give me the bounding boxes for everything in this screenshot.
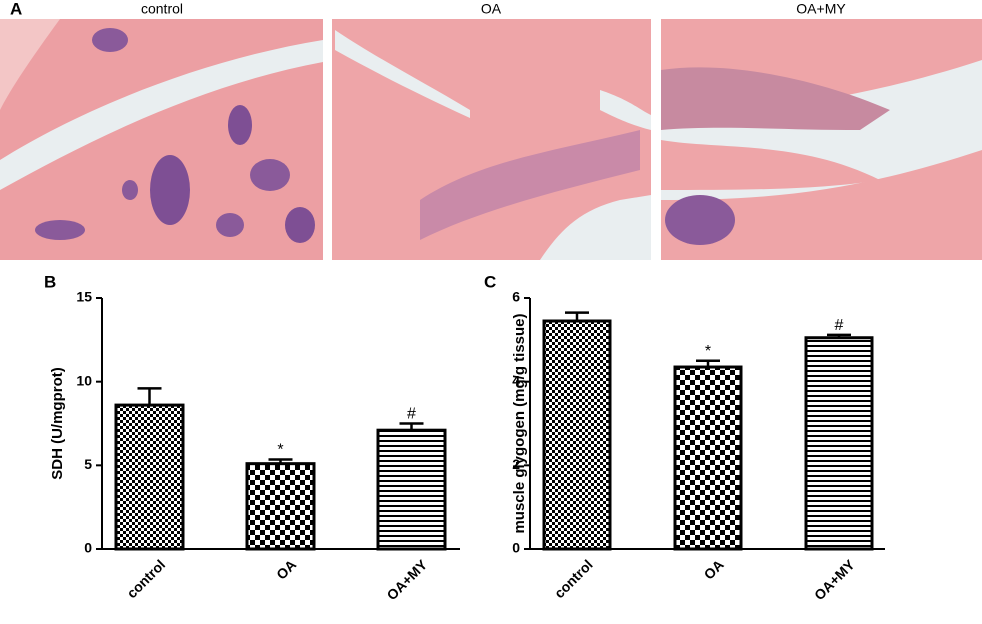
bar	[245, 462, 316, 551]
x-tick-label: OA	[273, 556, 299, 582]
histology-images	[0, 19, 982, 260]
y-tick-label: 5	[84, 456, 92, 472]
image-caption: OA	[481, 1, 502, 17]
annotation: #	[835, 317, 844, 334]
panel-label: C	[484, 272, 496, 291]
x-tick-label: OA+MY	[811, 556, 858, 603]
y-tick-label: 6	[512, 289, 520, 305]
y-tick-label: 0	[512, 540, 520, 556]
y-tick-label: 10	[76, 372, 92, 388]
panel-label: A	[10, 0, 22, 18]
y-tick-label: 4	[512, 372, 520, 388]
y-tick-label: 15	[76, 289, 92, 305]
panel-label: B	[44, 272, 56, 291]
image-caption: OA+MY	[796, 1, 846, 17]
image-oa-my	[661, 19, 982, 260]
x-tick-label: OA+MY	[383, 556, 430, 603]
bar	[376, 428, 447, 551]
y-axis-label: muscle glygogen (mg/g tissue)	[511, 313, 528, 533]
bar	[673, 365, 743, 551]
y-tick-label: 2	[512, 456, 520, 472]
y-axis-label: SDH (U/mgprot)	[49, 367, 66, 480]
x-tick-label: control	[123, 556, 168, 601]
x-tick-label: OA	[701, 556, 727, 582]
x-tick-label: control	[551, 556, 596, 601]
bar	[114, 403, 185, 551]
y-tick-label: 0	[84, 540, 92, 556]
bar	[542, 319, 612, 551]
image-caption: control	[141, 1, 183, 17]
annotation: #	[407, 406, 416, 423]
annotation: *	[705, 343, 711, 360]
image-control	[0, 19, 323, 260]
image-oa	[332, 19, 651, 260]
annotation: *	[277, 442, 283, 459]
bar	[804, 336, 874, 551]
